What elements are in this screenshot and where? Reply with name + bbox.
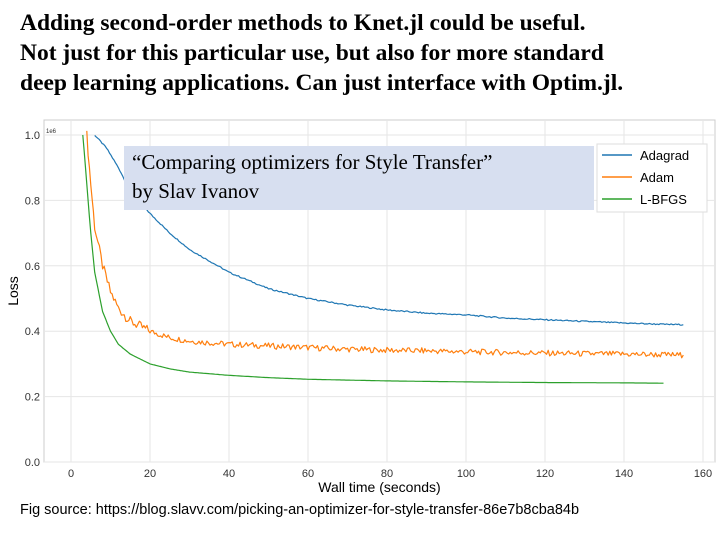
caption-line-1: “Comparing optimizers for Style Transfer… [132, 150, 493, 174]
series-line-l-bfgs [82, 134, 664, 384]
legend-label-adagrad: Adagrad [640, 148, 689, 163]
caption-line-2: by Slav Ivanov [132, 179, 260, 203]
y-tick-label: 0.0 [25, 457, 40, 469]
heading-line-3: deep learning applications. Can just int… [20, 70, 624, 96]
x-tick-label: 100 [457, 468, 475, 480]
x-tick-label: 20 [144, 468, 156, 480]
x-tick-label: 120 [536, 468, 554, 480]
y-tick-label: 0.4 [25, 326, 40, 338]
x-tick-label: 140 [615, 468, 633, 480]
x-tick-label: 160 [694, 468, 712, 480]
x-tick-label: 80 [381, 468, 393, 480]
heading-line-1: Adding second-order methods to Knet.jl c… [20, 10, 586, 36]
legend-label-l-bfgs: L-BFGS [640, 192, 687, 207]
y-axis-label: Loss [5, 276, 21, 306]
x-tick-label: 40 [223, 468, 235, 480]
x-axis-label: Wall time (seconds) [318, 479, 440, 495]
slide-heading: Adding second-order methods to Knet.jl c… [20, 8, 715, 98]
y-tick-label: 0.8 [25, 195, 40, 207]
figure-source: Fig source: https://blog.slavv.com/picki… [20, 502, 580, 518]
x-tick-label: 60 [302, 468, 314, 480]
y-tick-label: 1.0 [25, 130, 40, 142]
series-line-adagrad [94, 134, 684, 326]
y-tick-label: 0.6 [25, 261, 40, 273]
y-scale-note: 1e6 [46, 129, 57, 135]
heading-line-2: Not just for this particular use, but al… [20, 40, 604, 66]
caption-box: “Comparing optimizers for Style Transfer… [124, 146, 594, 210]
x-tick-label: 0 [68, 468, 74, 480]
series-line-adam [86, 130, 684, 359]
legend-label-adam: Adam [640, 170, 674, 185]
y-tick-label: 0.2 [25, 392, 40, 404]
